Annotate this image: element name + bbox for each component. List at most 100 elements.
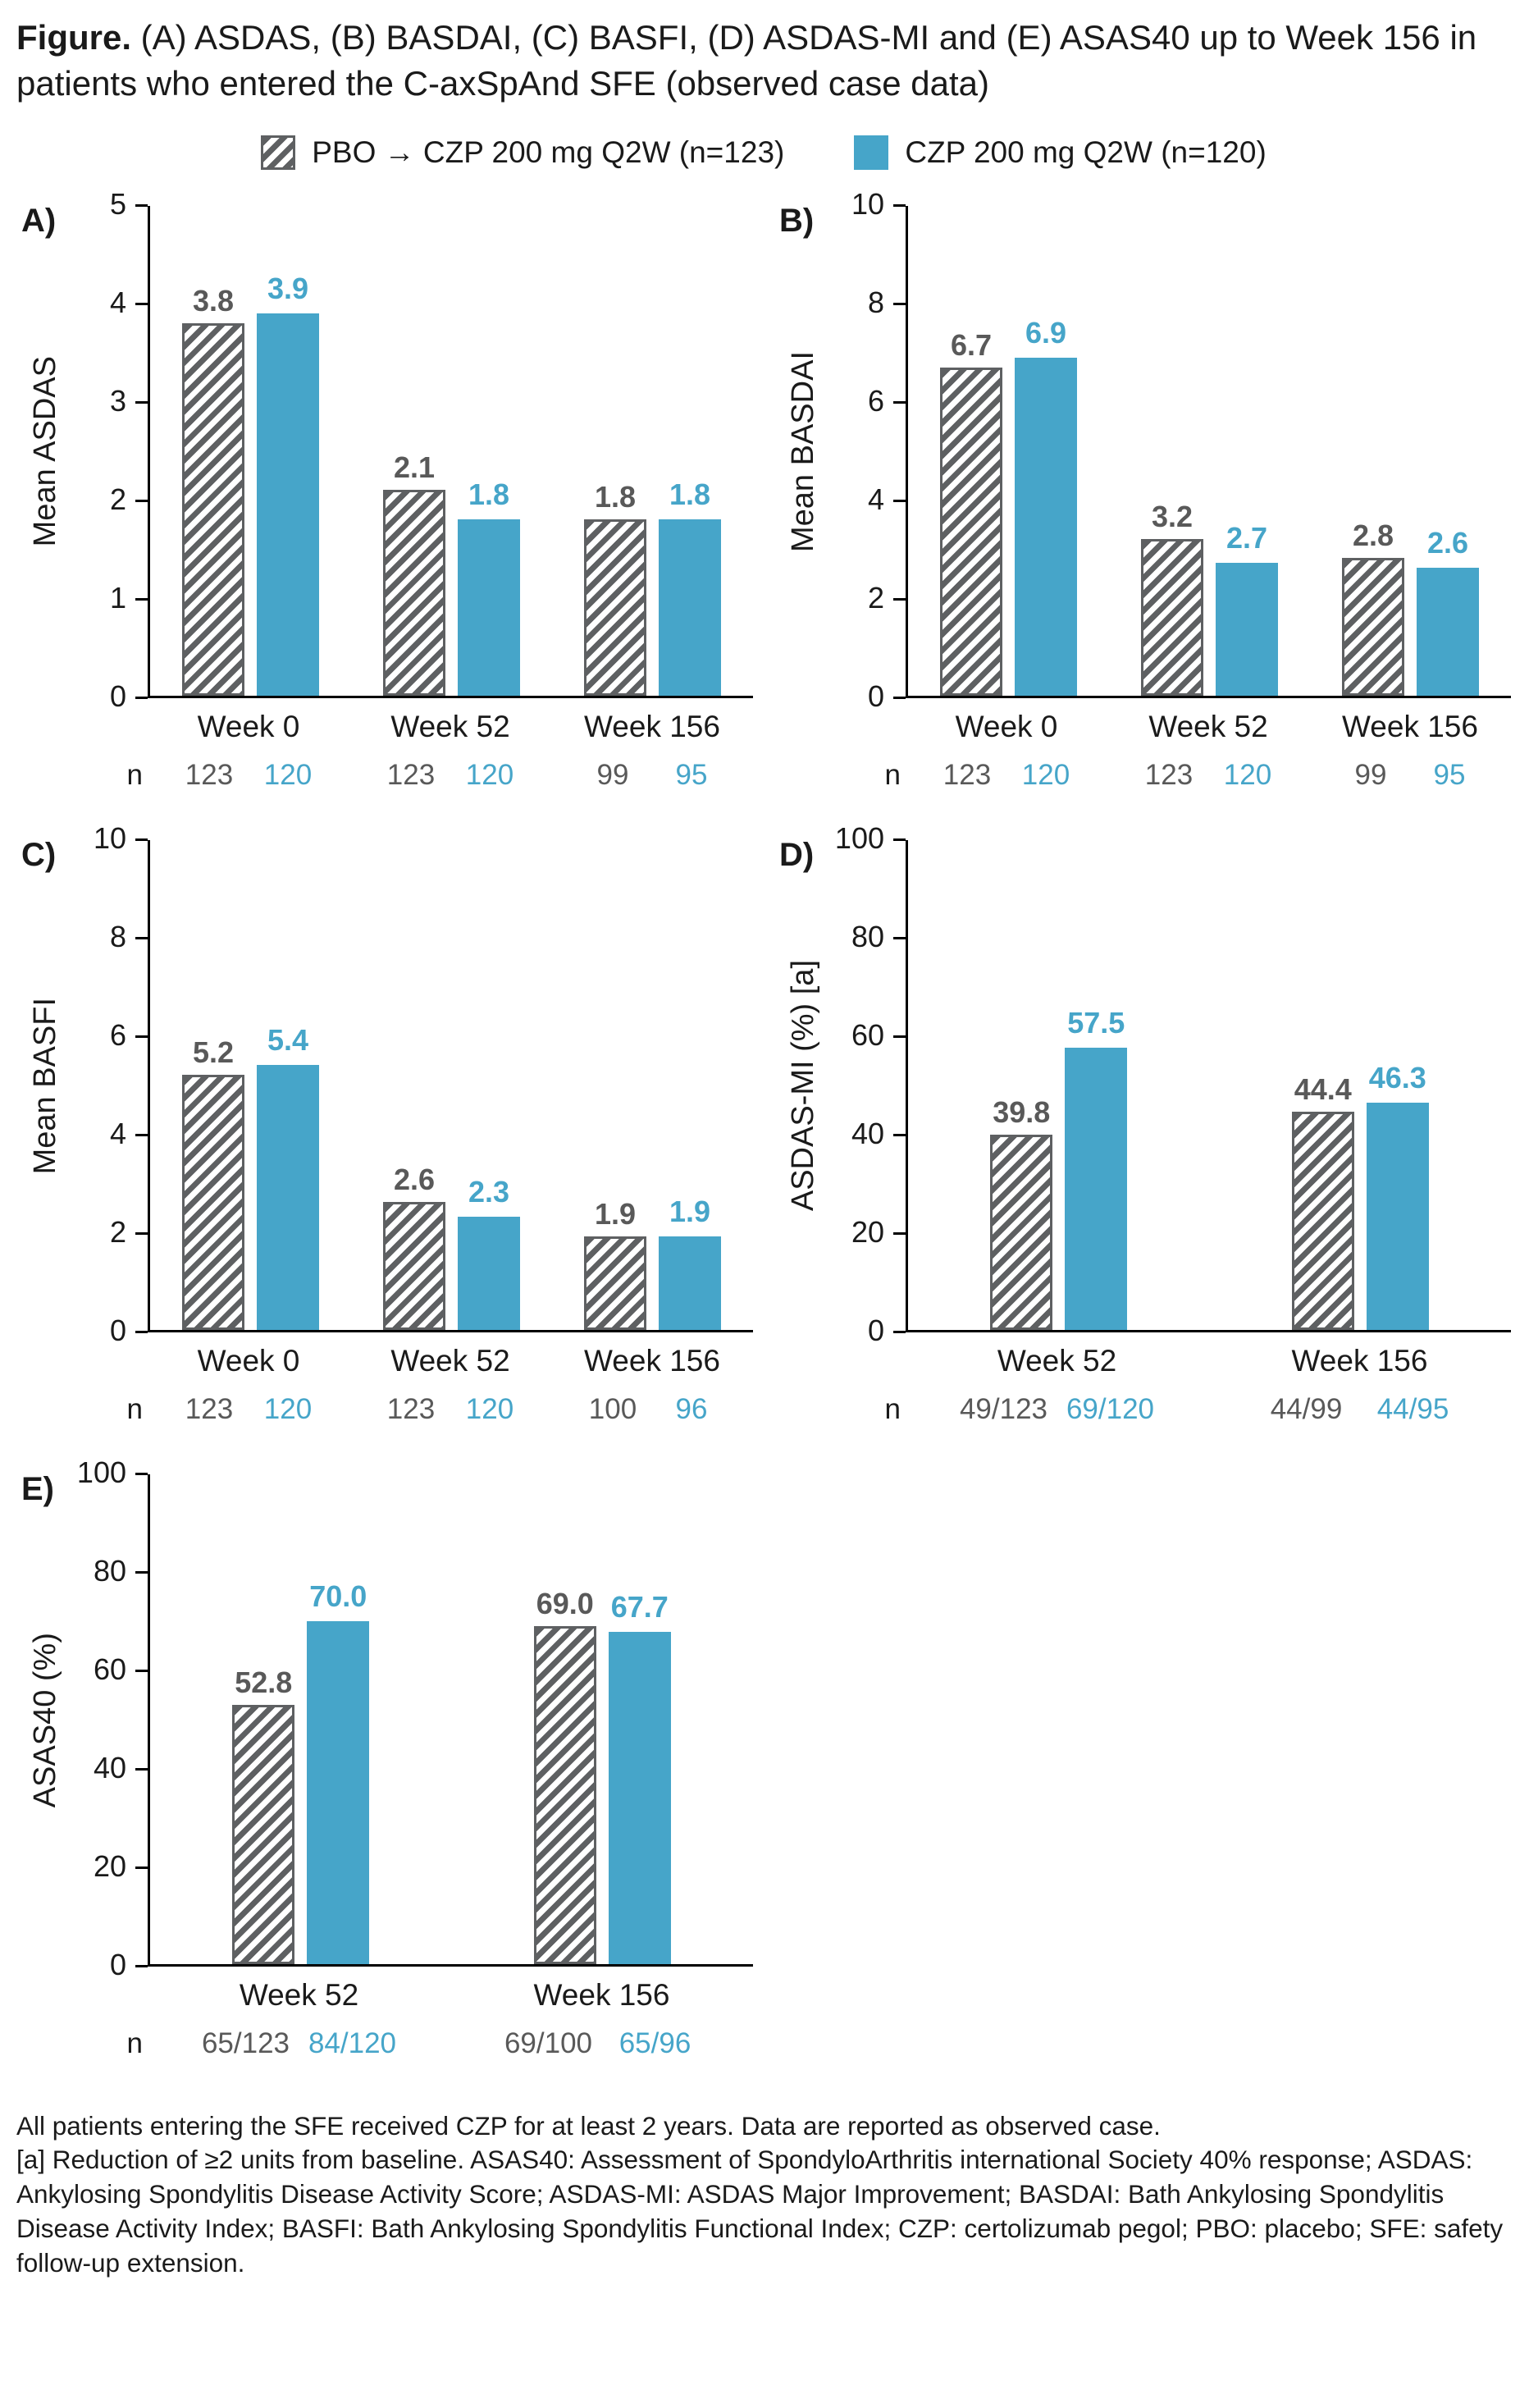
n-value: 123 xyxy=(386,758,436,791)
n-value: 123 xyxy=(185,758,234,791)
bar-czp: 67.7 xyxy=(608,1590,671,1964)
y-axis-title-text: Mean BASDAI xyxy=(785,351,820,553)
y-tick-label: 20 xyxy=(93,1849,126,1884)
bar-czp: 70.0 xyxy=(307,1579,370,1964)
x-axis-labels: Week 0 Week 52 Week 156 xyxy=(16,710,753,744)
bar-czp: 46.3 xyxy=(1366,1061,1429,1330)
y-tick-label: 5 xyxy=(109,187,126,222)
axis-spacer xyxy=(16,710,148,744)
panel-letter: C) xyxy=(21,836,57,873)
footnote-abbreviations: [a] Reduction of ≥2 units from baseline.… xyxy=(16,2145,1504,2278)
y-tick-mark xyxy=(893,937,906,940)
bar-pbo: 3.8 xyxy=(182,284,244,696)
y-axis-ticks: 0 20 40 60 80 100 xyxy=(832,821,906,1347)
bar-value-label: 2.3 xyxy=(468,1175,510,1209)
y-axis-title-text: Mean ASDAS xyxy=(27,356,62,547)
czp-blue-swatch-icon xyxy=(854,135,889,170)
chart-body: Mean BASFI 0 2 4 6 8 10 5.2 5.4 2.6 2.3 1.9 1.9 xyxy=(16,821,753,1347)
y-tick-label: 20 xyxy=(851,1215,884,1250)
y-tick-label: 8 xyxy=(867,286,884,320)
n-value-groups: 123 120 123 120 99 95 xyxy=(906,759,1511,792)
y-tick-label: 40 xyxy=(851,1117,884,1151)
bar-czp: 3.9 xyxy=(257,272,319,696)
y-axis-title: Mean ASDAS xyxy=(16,206,74,698)
n-row: n 65/123 84/120 69/100 65/96 xyxy=(16,2027,753,2060)
bar-value-label: 2.1 xyxy=(393,450,436,484)
n-value: 123 xyxy=(1144,758,1194,791)
n-value: 44/99 xyxy=(1270,1392,1343,1425)
bar-pbo: 69.0 xyxy=(533,1587,596,1964)
bar-group: 39.8 57.5 xyxy=(952,840,1166,1330)
y-axis-title: Mean BASFI xyxy=(16,840,74,1332)
bar-value-label: 69.0 xyxy=(536,1586,594,1620)
x-category-label: Week 156 xyxy=(584,709,720,743)
bar-pbo: 5.2 xyxy=(182,1035,244,1330)
y-axis-title: ASDAS-MI (%) [a] xyxy=(774,840,832,1332)
y-tick-mark xyxy=(135,401,148,404)
y-tick-label: 10 xyxy=(851,187,884,222)
x-label-groups: Week 0 Week 52 Week 156 xyxy=(906,710,1511,744)
y-tick-mark xyxy=(893,1232,906,1236)
bar-value-label: 3.9 xyxy=(267,271,309,305)
bar-pbo: 3.2 xyxy=(1141,500,1203,696)
n-value: 69/100 xyxy=(504,2026,593,2059)
n-value-group: 123 120 xyxy=(928,759,1085,792)
y-tick-label: 0 xyxy=(867,679,884,714)
bar-czp: 1.8 xyxy=(659,477,721,696)
n-label: n xyxy=(126,1392,143,1425)
y-tick-mark xyxy=(893,401,906,404)
y-tick-label: 0 xyxy=(867,1314,884,1348)
y-tick-label: 4 xyxy=(109,1117,126,1151)
chart-body: ASDAS-MI (%) [a] 0 20 40 60 80 100 39.8 57.5 44.4… xyxy=(774,821,1511,1347)
bar-value-label: 46.3 xyxy=(1368,1061,1426,1095)
n-value: 123 xyxy=(185,1392,234,1425)
x-category-label: Week 156 xyxy=(1342,709,1478,743)
y-tick-mark xyxy=(135,838,148,842)
x-category-label: Week 52 xyxy=(997,1343,1117,1378)
figure-title: Figure. (A) ASDAS, (B) BASDAI, (C) BASFI… xyxy=(16,15,1501,107)
n-value: 120 xyxy=(263,758,313,791)
n-value-group: 69/100 65/96 xyxy=(495,2027,709,2060)
n-value-group: 99 95 xyxy=(1331,759,1489,792)
bar-value-label: 5.4 xyxy=(267,1023,309,1058)
y-tick-mark xyxy=(893,1331,906,1334)
n-value: 95 xyxy=(1433,758,1466,791)
y-tick-mark xyxy=(893,500,906,503)
bar-group: 69.0 67.7 xyxy=(495,1474,709,1964)
y-tick-label: 4 xyxy=(109,286,126,320)
y-tick-mark xyxy=(135,697,148,700)
bar-value-label: 1.8 xyxy=(594,479,637,514)
bar-pbo: 1.9 xyxy=(584,1197,646,1330)
n-label: n xyxy=(126,758,143,791)
y-tick-mark xyxy=(893,303,906,306)
y-tick-mark xyxy=(893,838,906,842)
plot-area: 52.8 70.0 69.0 67.7 xyxy=(148,1474,753,1967)
panel-letter: E) xyxy=(21,1470,54,1507)
bar-pbo: 2.6 xyxy=(383,1163,445,1330)
n-value: 123 xyxy=(386,1392,436,1425)
y-tick-mark xyxy=(135,1134,148,1137)
y-tick-mark xyxy=(893,598,906,601)
bar-group: 44.4 46.3 xyxy=(1253,840,1467,1330)
bar-value-label: 1.8 xyxy=(468,477,510,511)
x-category-label: Week 156 xyxy=(584,1343,720,1378)
bar-pbo: 44.4 xyxy=(1291,1072,1354,1330)
y-tick-mark xyxy=(135,204,148,208)
y-tick-label: 0 xyxy=(109,1314,126,1348)
panel-c-basfi: C) Mean BASFI 0 2 4 6 8 10 5.2 5.4 2.6 2.3 1.9 1.9 Wee… xyxy=(16,821,753,1426)
panel-letter: A) xyxy=(21,202,57,239)
bar-czp: 2.6 xyxy=(1417,526,1479,696)
plot-area: 5.2 5.4 2.6 2.3 1.9 1.9 xyxy=(148,839,753,1332)
chart-body: ASAS40 (%) 0 20 40 60 80 100 52.8 70.0 69.0 67.7 xyxy=(16,1455,753,1981)
y-tick-label: 2 xyxy=(867,581,884,615)
n-value-group: 99 95 xyxy=(573,759,731,792)
n-value: 100 xyxy=(588,1392,637,1425)
n-value: 96 xyxy=(675,1392,708,1425)
n-value: 65/96 xyxy=(618,2026,691,2059)
y-tick-label: 100 xyxy=(76,1455,126,1490)
y-tick-label: 60 xyxy=(851,1018,884,1053)
plot-area: 39.8 57.5 44.4 46.3 xyxy=(906,839,1511,1332)
y-axis-ticks: 0 1 2 3 4 5 xyxy=(74,187,148,713)
x-category-label: Week 52 xyxy=(239,1977,359,2012)
legend-label-czp: CZP 200 mg Q2W (n=120) xyxy=(905,135,1267,169)
